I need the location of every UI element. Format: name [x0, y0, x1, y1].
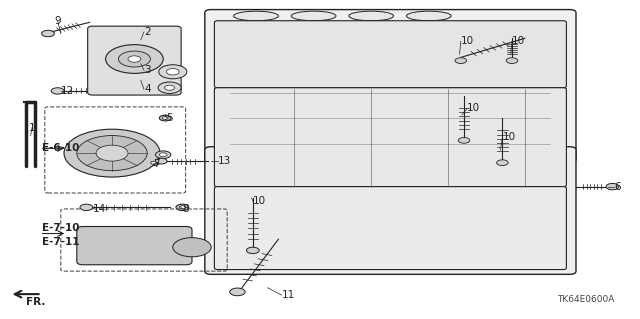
Circle shape [163, 117, 168, 119]
Text: 13: 13 [218, 156, 231, 166]
Text: 1: 1 [29, 122, 35, 133]
Circle shape [148, 160, 159, 166]
Circle shape [42, 30, 54, 37]
Circle shape [497, 160, 508, 166]
Text: 12: 12 [61, 86, 74, 96]
Circle shape [176, 204, 189, 211]
Circle shape [159, 153, 167, 157]
Circle shape [246, 247, 259, 254]
Circle shape [455, 58, 467, 63]
Circle shape [106, 45, 163, 73]
Circle shape [179, 206, 186, 209]
Text: 4: 4 [144, 84, 150, 94]
Circle shape [80, 204, 93, 211]
Text: E-6-10: E-6-10 [42, 143, 79, 153]
Circle shape [506, 58, 518, 63]
Text: 10: 10 [461, 36, 474, 47]
Circle shape [51, 88, 64, 94]
Circle shape [128, 56, 141, 62]
Text: 6: 6 [614, 182, 621, 192]
Circle shape [458, 137, 470, 143]
Text: E-7-10: E-7-10 [42, 223, 79, 233]
FancyBboxPatch shape [205, 147, 576, 274]
Circle shape [159, 115, 171, 121]
Circle shape [64, 129, 160, 177]
Ellipse shape [406, 11, 451, 21]
Text: 10: 10 [512, 36, 525, 47]
Circle shape [156, 158, 167, 164]
Circle shape [606, 183, 619, 190]
Circle shape [96, 145, 128, 161]
Text: 10: 10 [502, 132, 516, 142]
Text: TK64E0600A: TK64E0600A [557, 295, 614, 304]
Circle shape [151, 161, 156, 164]
Ellipse shape [349, 11, 394, 21]
Circle shape [173, 238, 211, 257]
FancyBboxPatch shape [205, 10, 576, 163]
Text: FR.: FR. [26, 297, 45, 307]
FancyBboxPatch shape [214, 21, 566, 88]
Text: 11: 11 [282, 290, 295, 300]
Circle shape [159, 65, 187, 79]
Ellipse shape [234, 11, 278, 21]
FancyBboxPatch shape [77, 226, 192, 265]
Circle shape [156, 151, 171, 159]
Text: 3: 3 [144, 65, 150, 75]
Circle shape [158, 82, 181, 93]
Text: 7: 7 [154, 159, 160, 169]
Circle shape [230, 288, 245, 296]
Text: 8: 8 [182, 204, 189, 214]
Circle shape [118, 51, 150, 67]
Text: 10: 10 [467, 103, 481, 114]
Text: 10: 10 [253, 196, 266, 206]
Ellipse shape [291, 11, 336, 21]
Circle shape [77, 136, 147, 171]
Text: 14: 14 [93, 204, 106, 214]
Text: 2: 2 [144, 27, 150, 37]
FancyBboxPatch shape [214, 88, 566, 187]
FancyBboxPatch shape [88, 26, 181, 95]
FancyBboxPatch shape [214, 187, 566, 270]
Text: 9: 9 [54, 16, 61, 26]
Circle shape [164, 85, 175, 90]
Text: 5: 5 [166, 113, 173, 123]
Circle shape [166, 69, 179, 75]
Text: E-7-11: E-7-11 [42, 237, 79, 248]
